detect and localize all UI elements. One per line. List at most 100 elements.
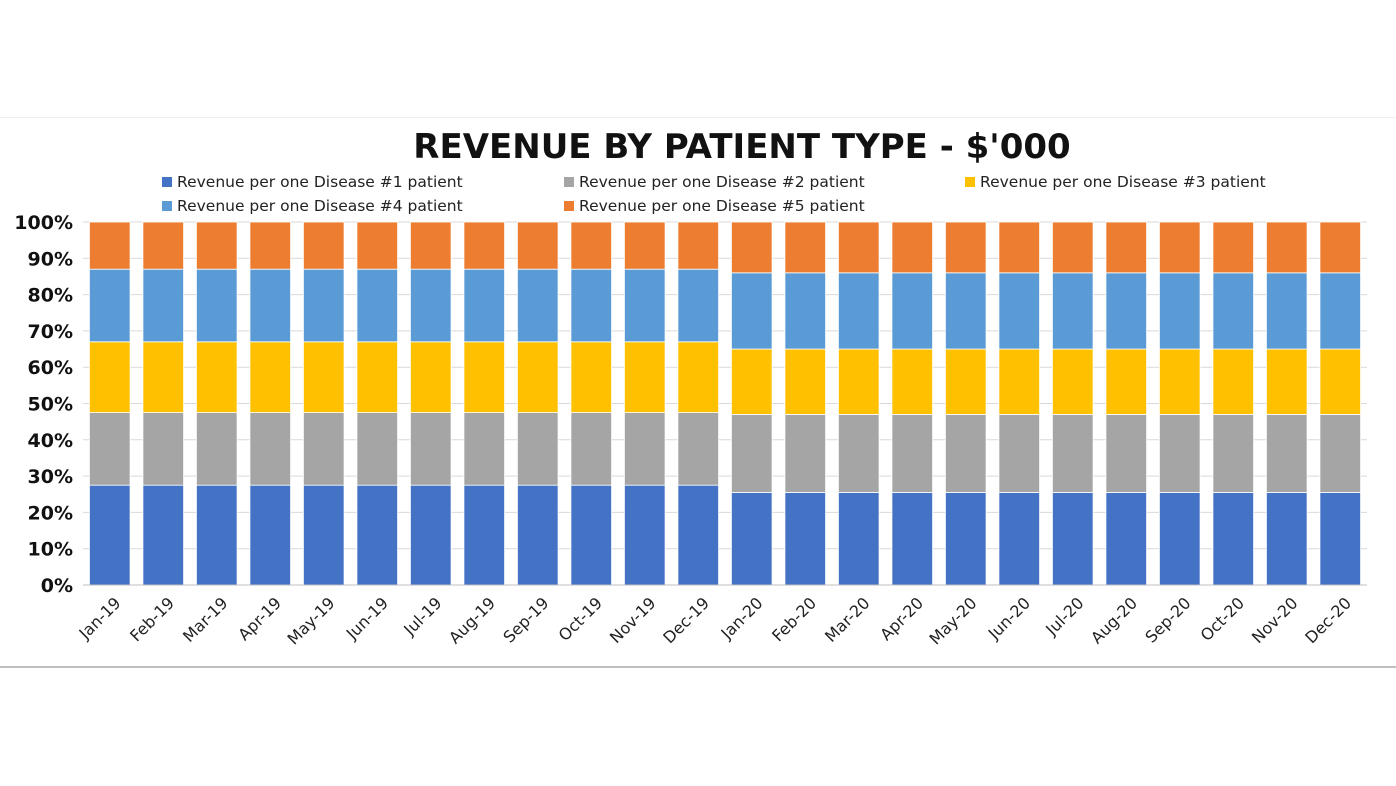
bar-segment-series-2 — [838, 413, 880, 493]
bar-segment-series-2 — [356, 412, 398, 486]
bar-segment-series-2 — [624, 412, 666, 486]
bar-segment-series-1 — [945, 492, 987, 586]
bar-segment-series-4 — [1319, 272, 1361, 350]
bar-segment-series-2 — [517, 412, 559, 486]
bar-segment-series-1 — [1105, 492, 1147, 586]
bar-segment-series-5 — [1105, 221, 1147, 274]
bar-segment-series-1 — [677, 484, 719, 586]
y-axis: 0% 10% 20% 30% 40% 50% 60% 70% 80% 90% 100% — [14, 212, 73, 597]
x-tick-label: Dec-20 — [1301, 593, 1355, 647]
bar-segment-series-4 — [303, 268, 345, 343]
bar-segment-series-5 — [303, 221, 345, 270]
legend-label-series-1: Revenue per one Disease #1 patient — [177, 173, 463, 191]
bar-segment-series-1 — [784, 492, 826, 586]
bar-segment-series-2 — [410, 412, 452, 486]
x-tick-label: Jun-20 — [984, 593, 1034, 643]
bar-segment-series-5 — [1319, 221, 1361, 274]
bar-segment-series-2 — [998, 413, 1040, 493]
bar-segment-series-3 — [410, 341, 452, 413]
bar-segment-series-1 — [838, 492, 880, 586]
bar-segment-series-4 — [677, 268, 719, 343]
bar-segment-series-5 — [196, 221, 238, 270]
bar-segment-series-1 — [1266, 492, 1308, 586]
bar-segment-series-4 — [463, 268, 505, 343]
bar-segment-series-3 — [1159, 348, 1201, 415]
bar-segment-series-1 — [570, 484, 612, 586]
x-tick-label: Mar-19 — [179, 593, 232, 646]
bar-segment-series-2 — [142, 412, 184, 486]
bar-segment-series-4 — [570, 268, 612, 343]
bar-segment-series-2 — [463, 412, 505, 486]
bar-segment-series-4 — [945, 272, 987, 350]
y-tick-label: 20% — [28, 502, 73, 524]
bar-segment-series-5 — [356, 221, 398, 270]
bar-segment-series-1 — [196, 484, 238, 586]
bar-segment-series-3 — [1319, 348, 1361, 415]
bar-segment-series-3 — [356, 341, 398, 413]
legend-swatch-series-1 — [162, 177, 172, 187]
bar-segment-series-4 — [196, 268, 238, 343]
y-tick-label: 80% — [28, 285, 73, 307]
bar-segment-series-2 — [89, 412, 131, 486]
bar-segment-series-1 — [517, 484, 559, 586]
x-tick-label: May-19 — [283, 593, 338, 648]
x-tick-label: Feb-19 — [126, 593, 178, 645]
bar-segment-series-1 — [998, 492, 1040, 586]
bar-segment-series-3 — [303, 341, 345, 413]
y-tick-label: 40% — [28, 430, 73, 452]
bar-segment-series-2 — [945, 413, 987, 493]
bar-segment-series-2 — [1212, 413, 1254, 493]
bar-segment-series-1 — [1212, 492, 1254, 586]
bar-segment-series-4 — [838, 272, 880, 350]
x-tick-label: Nov-20 — [1248, 593, 1302, 647]
bar-segment-series-3 — [998, 348, 1040, 415]
bar-segment-series-3 — [249, 341, 291, 413]
x-tick-label: Feb-20 — [768, 593, 820, 645]
legend-swatch-series-5 — [564, 201, 574, 211]
bar-segment-series-4 — [249, 268, 291, 343]
x-tick-label: Jul-20 — [1041, 593, 1087, 639]
bar-segment-series-5 — [410, 221, 452, 270]
bar-segment-series-4 — [1052, 272, 1094, 350]
bar-segment-series-3 — [624, 341, 666, 413]
x-tick-label: Jul-19 — [399, 593, 445, 639]
bar-segment-series-3 — [1212, 348, 1254, 415]
bar-segment-series-5 — [89, 221, 131, 270]
bar-segment-series-4 — [624, 268, 666, 343]
legend-label-series-2: Revenue per one Disease #2 patient — [579, 173, 865, 191]
bar-segment-series-2 — [570, 412, 612, 486]
x-tick-label: Aug-20 — [1087, 593, 1141, 647]
bar-segment-series-2 — [1319, 413, 1361, 493]
bar-segment-series-1 — [142, 484, 184, 586]
bar-segment-series-3 — [784, 348, 826, 415]
bar-segment-series-1 — [356, 484, 398, 586]
bar-segment-series-3 — [570, 341, 612, 413]
bar-segment-series-1 — [249, 484, 291, 586]
bar-segment-series-3 — [891, 348, 933, 415]
y-tick-label: 100% — [14, 212, 73, 234]
bar-segment-series-4 — [1159, 272, 1201, 350]
bar-segment-series-1 — [891, 492, 933, 586]
bar-segment-series-4 — [784, 272, 826, 350]
bar-segment-series-4 — [89, 268, 131, 343]
bar-segment-series-4 — [356, 268, 398, 343]
bar-segment-series-5 — [784, 221, 826, 274]
x-tick-label: Oct-20 — [1197, 593, 1248, 644]
bar-segment-series-4 — [517, 268, 559, 343]
bar-segment-series-4 — [731, 272, 773, 350]
bar-segment-series-3 — [945, 348, 987, 415]
bar-segment-series-5 — [463, 221, 505, 270]
bar-segment-series-3 — [1266, 348, 1308, 415]
bar-segment-series-2 — [1266, 413, 1308, 493]
bar-segment-series-3 — [517, 341, 559, 413]
bar-segment-series-5 — [998, 221, 1040, 274]
bar-segment-series-2 — [303, 412, 345, 486]
bar-segment-series-5 — [891, 221, 933, 274]
x-tick-label: Oct-19 — [555, 593, 606, 644]
x-tick-label: May-20 — [925, 593, 980, 648]
x-tick-label: Jan-19 — [75, 593, 125, 643]
bar-segment-series-1 — [303, 484, 345, 586]
bar-segment-series-4 — [1212, 272, 1254, 350]
bar-segment-series-1 — [624, 484, 666, 586]
